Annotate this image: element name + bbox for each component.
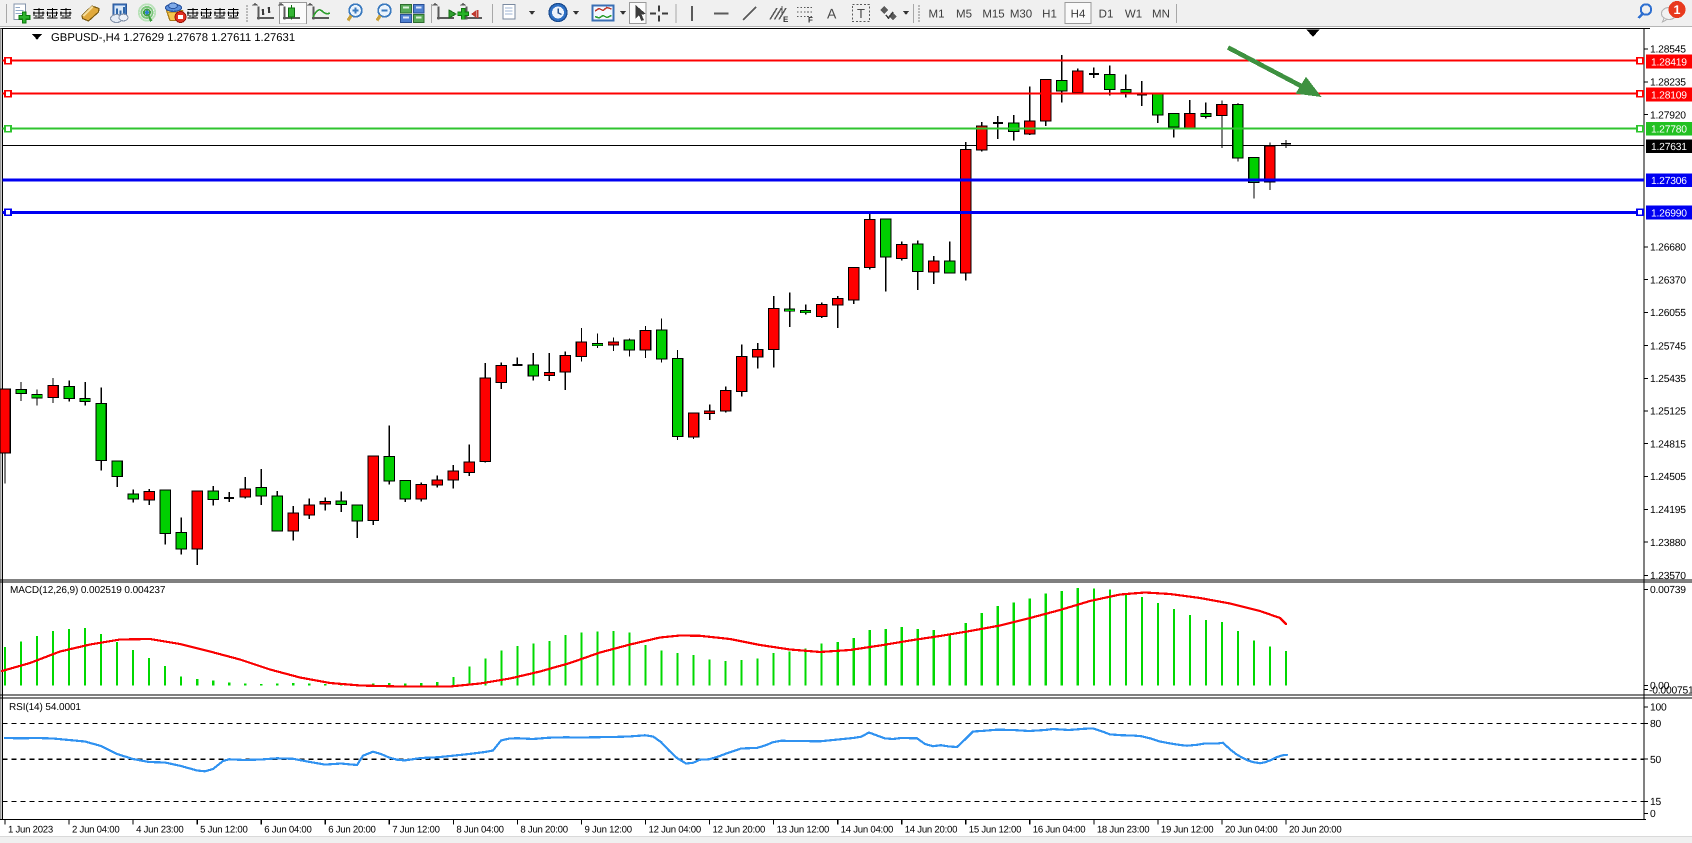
svg-text:14 Jun 20:00: 14 Jun 20:00 (905, 825, 957, 836)
svg-text:20 Jun 04:00: 20 Jun 04:00 (1225, 825, 1277, 836)
svg-text:1.28235: 1.28235 (1650, 78, 1686, 89)
svg-text:1.25435: 1.25435 (1650, 374, 1686, 385)
svg-text:1.26055: 1.26055 (1650, 308, 1686, 319)
svg-text:1.27920: 1.27920 (1650, 110, 1686, 121)
svg-text:W1: W1 (1125, 9, 1142, 21)
svg-text:7 Jun 12:00: 7 Jun 12:00 (392, 825, 439, 836)
svg-text:1.24505: 1.24505 (1650, 472, 1686, 483)
svg-text:12 Jun 04:00: 12 Jun 04:00 (649, 825, 701, 836)
svg-text:M1: M1 (929, 9, 945, 21)
svg-text:8 Jun 20:00: 8 Jun 20:00 (520, 825, 567, 836)
svg-text:80: 80 (1650, 719, 1662, 730)
svg-text:1.28109: 1.28109 (1651, 90, 1687, 101)
svg-text:F: F (808, 16, 813, 25)
svg-text:A: A (827, 6, 837, 22)
svg-text:18 Jun 23:00: 18 Jun 23:00 (1097, 825, 1149, 836)
svg-text:0.00: 0.00 (1650, 681, 1670, 692)
svg-text:-0.000751: -0.000751 (1649, 685, 1692, 696)
svg-text:1.26680: 1.26680 (1650, 243, 1686, 254)
svg-text:1.27631: 1.27631 (1651, 142, 1687, 153)
svg-text:50: 50 (1650, 755, 1662, 766)
svg-text:6 Jun 20:00: 6 Jun 20:00 (328, 825, 375, 836)
svg-text:100: 100 (1650, 703, 1667, 714)
svg-text:13 Jun 12:00: 13 Jun 12:00 (777, 825, 829, 836)
svg-text:MACD(12,26,9) 0.002519 0.00423: MACD(12,26,9) 0.002519 0.004237 (10, 585, 166, 596)
svg-text:1.27780: 1.27780 (1651, 125, 1687, 136)
svg-text:1.23880: 1.23880 (1650, 538, 1686, 549)
svg-text:16 Jun 04:00: 16 Jun 04:00 (1033, 825, 1085, 836)
svg-text:GBPUSD-,H4 1.27629 1.27678 1.: GBPUSD-,H4 1.27629 1.27678 1.27611 1.276… (51, 32, 295, 44)
svg-text:0: 0 (1650, 809, 1656, 820)
svg-text:D1: D1 (1099, 9, 1114, 21)
svg-text:8 Jun 04:00: 8 Jun 04:00 (456, 825, 503, 836)
svg-text:5 Jun 12:00: 5 Jun 12:00 (200, 825, 247, 836)
svg-text:1.27306: 1.27306 (1651, 176, 1687, 187)
svg-text:19 Jun 12:00: 19 Jun 12:00 (1161, 825, 1213, 836)
svg-text:1.25125: 1.25125 (1650, 407, 1686, 418)
svg-text:1 Jun 2023: 1 Jun 2023 (8, 825, 53, 836)
svg-text:14 Jun 04:00: 14 Jun 04:00 (841, 825, 893, 836)
svg-text:1.28419: 1.28419 (1651, 57, 1687, 68)
svg-text:RSI(14) 54.0001: RSI(14) 54.0001 (9, 702, 81, 713)
svg-text:H1: H1 (1042, 9, 1057, 21)
svg-text:MN: MN (1152, 9, 1170, 21)
svg-text:6 Jun 04:00: 6 Jun 04:00 (264, 825, 311, 836)
svg-text:1.28545: 1.28545 (1650, 45, 1686, 56)
svg-text:12 Jun 20:00: 12 Jun 20:00 (713, 825, 765, 836)
svg-text:0.00739: 0.00739 (1650, 585, 1686, 596)
svg-text:20 Jun 20:00: 20 Jun 20:00 (1289, 825, 1341, 836)
svg-text:1.24195: 1.24195 (1650, 505, 1686, 516)
svg-text:1.25745: 1.25745 (1650, 341, 1686, 352)
svg-text:1: 1 (1674, 3, 1681, 17)
svg-text:1.26370: 1.26370 (1650, 275, 1686, 286)
svg-text:M5: M5 (956, 9, 972, 21)
svg-text:2 Jun 04:00: 2 Jun 04:00 (72, 825, 119, 836)
svg-text:1.24815: 1.24815 (1650, 439, 1686, 450)
svg-text:15 Jun 12:00: 15 Jun 12:00 (969, 825, 1021, 836)
svg-text:1.23570: 1.23570 (1650, 571, 1686, 582)
svg-text:E: E (783, 15, 789, 24)
svg-text:1.26990: 1.26990 (1651, 208, 1687, 219)
svg-text:T: T (857, 6, 865, 21)
svg-text:9 Jun 12:00: 9 Jun 12:00 (584, 825, 631, 836)
svg-text:M15: M15 (982, 9, 1004, 21)
svg-text:H4: H4 (1071, 9, 1086, 21)
svg-text:4 Jun 23:00: 4 Jun 23:00 (136, 825, 183, 836)
svg-text:15: 15 (1650, 797, 1662, 808)
svg-text:M30: M30 (1010, 9, 1032, 21)
